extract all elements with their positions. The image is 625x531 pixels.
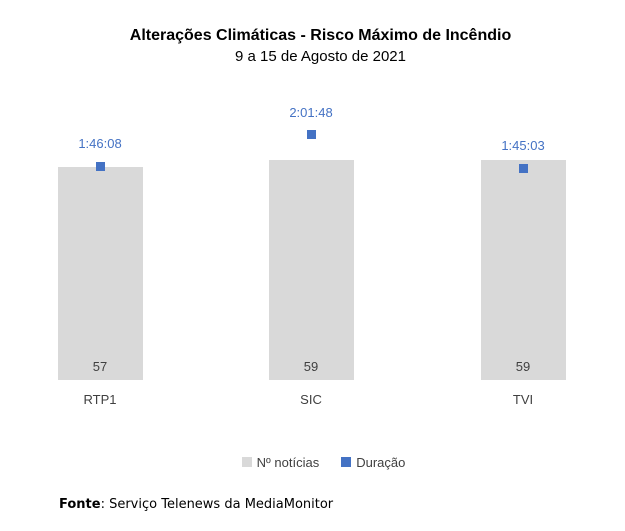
legend-label-noticias: Nº notícias [256, 454, 320, 470]
legend-item-noticias: Nº notícias [241, 454, 320, 470]
duration-marker-icon [95, 161, 105, 171]
duration-label: 1:46:08 [78, 136, 122, 152]
noticias-swatch-icon [241, 457, 252, 467]
chart-subtitle: 9 a 15 de Agosto de 2021 [235, 48, 406, 65]
news-value-label: 57 [92, 359, 108, 374]
duration-label: 2:01:48 [289, 104, 333, 120]
news-bar-rtp1: 57 [57, 167, 143, 380]
news-bar-tvi: 59 [480, 159, 566, 380]
news-value-label: 59 [303, 358, 319, 374]
category-label-tvi: TVI [512, 392, 534, 407]
category-label-rtp1: RTP1 [83, 392, 117, 407]
category-label-sic: SIC [300, 392, 322, 407]
source-label: Fonte [59, 497, 101, 512]
legend-item-duracao: Duração [341, 455, 405, 470]
news-value-label: 59 [515, 358, 531, 374]
source-text: : Serviço Telenews da MediaMonitor [100, 497, 334, 512]
duration-marker-icon [518, 163, 528, 173]
duration-marker-icon [306, 130, 316, 140]
chart-title: Alterações Climáticas - Risco Máximo de … [129, 27, 512, 44]
duracao-swatch-icon [341, 457, 352, 467]
chart-legend: Nº notícias Duração [0, 454, 625, 470]
news-bar-sic: 59 [268, 159, 354, 380]
duration-label: 1:45:03 [501, 138, 545, 154]
source-note: Fonte: Serviço Telenews da MediaMonitor [59, 497, 333, 512]
legend-label-duracao: Duração [356, 454, 406, 470]
